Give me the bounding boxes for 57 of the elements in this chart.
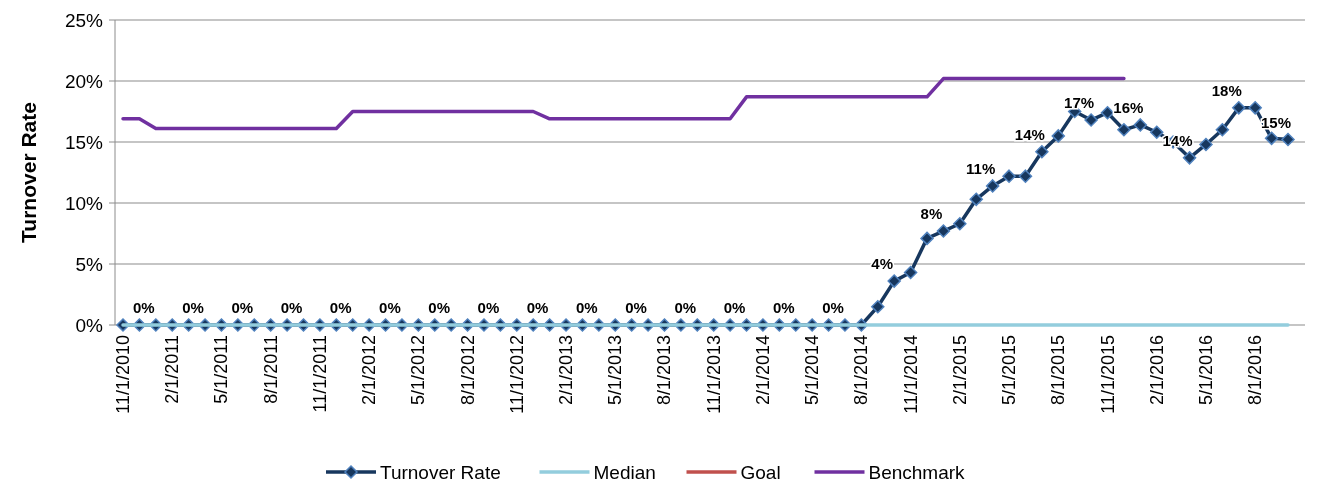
data-label: 0% (182, 299, 204, 316)
y-tick-label: 15% (64, 131, 104, 153)
legend-label: Goal (740, 461, 781, 483)
x-tick-label: 5/1/2013 (605, 335, 626, 406)
x-tick-label: 8/1/2013 (654, 335, 675, 406)
x-tick-label: 11/1/2011 (309, 335, 330, 413)
x-tick-label: 11/1/2015 (1097, 335, 1118, 414)
x-tick-label: 5/1/2015 (999, 335, 1020, 406)
data-label: 14% (1014, 125, 1045, 143)
data-label: 8% (920, 205, 943, 223)
x-tick-label: 2/1/2014 (752, 335, 773, 406)
data-label: 0% (822, 299, 844, 316)
x-tick-label: 11/1/2012 (506, 335, 527, 414)
data-label: 0% (477, 299, 500, 316)
x-tick-label: 11/1/2014 (900, 335, 921, 414)
legend-label: Benchmark (868, 461, 966, 483)
x-tick-label: 8/1/2012 (457, 335, 478, 406)
data-label: 0% (625, 299, 647, 316)
data-label: 16% (1113, 98, 1144, 116)
data-label: 4% (871, 255, 894, 273)
x-tick-label: 2/1/2011 (162, 335, 183, 404)
x-tick-label: 5/1/2014 (802, 335, 823, 406)
x-tick-label: 2/1/2015 (949, 335, 970, 406)
data-label: 0% (379, 299, 401, 316)
data-label: 0% (231, 299, 254, 316)
data-label: 0% (280, 299, 303, 316)
x-tick-label: 5/1/2016 (1195, 335, 1216, 406)
x-tick-label: 2/1/2012 (359, 335, 380, 406)
data-label: 0% (674, 299, 697, 316)
x-tick-label: 8/1/2016 (1245, 335, 1266, 406)
y-tick-label: 5% (75, 253, 104, 275)
x-tick-label: 8/1/2015 (1048, 335, 1069, 406)
x-tick-label: 8/1/2014 (851, 335, 872, 406)
data-label: 0% (132, 299, 155, 316)
data-label: 0% (723, 299, 746, 316)
legend-label: Median (593, 461, 656, 483)
y-tick-label: 0% (75, 314, 104, 336)
data-label: 17% (1064, 94, 1095, 112)
x-tick-label: 8/1/2011 (260, 335, 281, 404)
data-label: 0% (576, 299, 598, 316)
data-label: 0% (329, 299, 352, 316)
data-label: 0% (772, 299, 795, 316)
legend-label: Turnover Rate (380, 461, 501, 483)
x-tick-label: 5/1/2011 (211, 335, 232, 404)
x-tick-label: 2/1/2016 (1146, 335, 1167, 406)
x-tick-label: 5/1/2012 (408, 335, 429, 406)
x-tick-label: 2/1/2013 (556, 335, 577, 406)
y-tick-label: 25% (64, 9, 104, 31)
data-label: 0% (526, 299, 549, 316)
data-label: 11% (966, 159, 996, 177)
x-tick-label: 11/1/2010 (113, 335, 133, 414)
y-tick-label: 20% (64, 70, 104, 92)
data-label: 0% (428, 299, 451, 316)
x-tick-label: 11/1/2013 (703, 335, 724, 414)
y-tick-label: 10% (64, 192, 104, 214)
y-axis-title: Turnover Rate (17, 102, 40, 243)
data-label: 18% (1211, 81, 1242, 99)
